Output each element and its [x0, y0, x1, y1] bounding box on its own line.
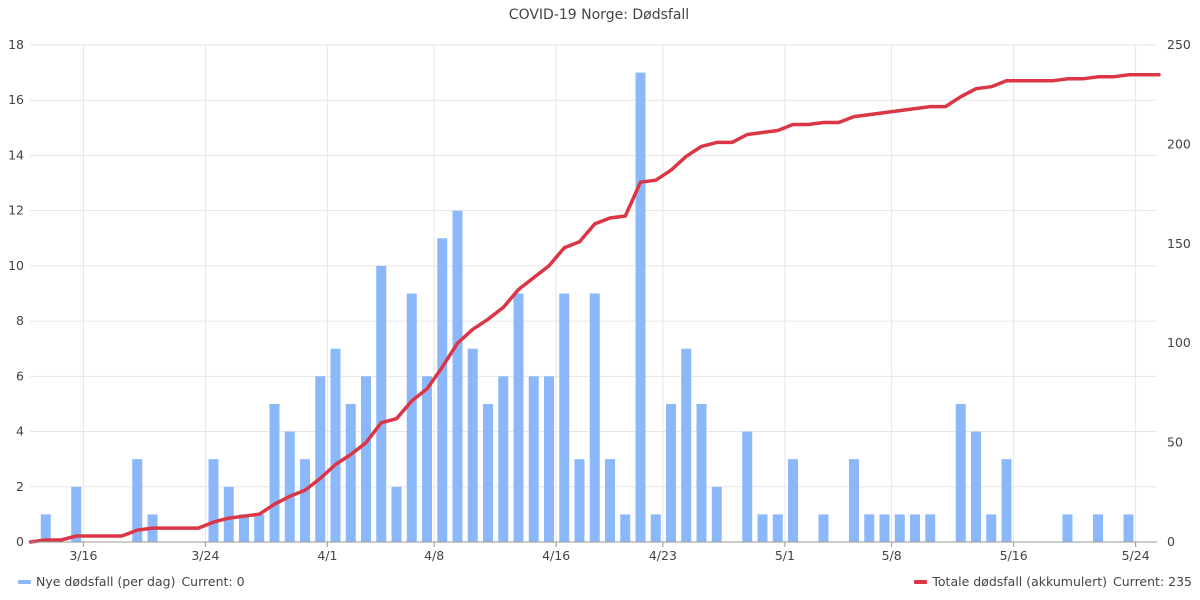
bar	[254, 514, 265, 542]
bar	[772, 514, 783, 542]
bar	[406, 293, 417, 542]
chart-title: COVID-19 Norge: Dødsfall	[509, 7, 689, 23]
bar	[483, 403, 493, 542]
bar	[635, 72, 646, 542]
y-left-tick-label: 2	[16, 479, 24, 494]
bar	[559, 293, 570, 542]
bar	[528, 376, 539, 542]
bar	[284, 431, 295, 542]
bar	[1001, 459, 1012, 542]
bar	[223, 486, 234, 542]
bar	[925, 514, 936, 542]
bar	[742, 431, 753, 542]
bar	[849, 459, 859, 542]
x-tick-label: 5/8	[882, 548, 902, 563]
y-right-tick-label: 100	[1167, 335, 1191, 350]
bar	[1093, 514, 1103, 542]
bar	[391, 486, 402, 542]
bar	[971, 431, 981, 542]
bar	[879, 514, 890, 542]
bar	[467, 348, 478, 542]
bar	[864, 514, 875, 542]
y-left-tick-label: 6	[16, 368, 24, 383]
y-right-tick-label: 150	[1167, 236, 1191, 251]
x-tick-label: 4/23	[649, 548, 677, 563]
bar	[376, 265, 387, 542]
y-left-tick-label: 8	[16, 313, 24, 328]
bar	[757, 514, 768, 542]
x-tick-label: 4/8	[424, 548, 444, 563]
bar	[452, 210, 463, 542]
x-tick-label: 3/24	[191, 548, 219, 563]
bar	[437, 238, 448, 542]
legend-line-label: Totale dødsfall (akkumulert)	[932, 574, 1107, 589]
legend-line-current: Current: 235	[1113, 574, 1192, 589]
bar	[666, 403, 676, 542]
bar	[955, 403, 966, 542]
bar	[422, 376, 432, 542]
bar	[40, 514, 51, 542]
bar	[1062, 514, 1073, 542]
y-left-tick-label: 12	[8, 203, 24, 218]
x-tick-label: 4/1	[317, 548, 337, 563]
y-left-tick-label: 16	[8, 92, 24, 107]
bar	[696, 403, 707, 542]
y-left-tick-label: 18	[8, 37, 24, 52]
x-tick-label: 5/24	[1122, 548, 1150, 563]
axis-layer: 0 2 4 6 8 10 12 14 16 18 0 50 100 150 200 250 3/16 3/24 4/…	[8, 37, 1191, 563]
legend-bars-label: Nye dødsfall (per dag)	[36, 574, 176, 589]
x-tick-label: 3/16	[69, 548, 97, 563]
legend-line-swatch	[914, 579, 928, 584]
bar	[910, 514, 920, 542]
bar	[132, 459, 143, 542]
bar	[605, 459, 615, 542]
y-right-tick-label: 250	[1167, 37, 1191, 52]
bar	[345, 403, 356, 542]
bar	[361, 376, 371, 542]
bar	[1123, 514, 1134, 542]
bar	[208, 459, 219, 542]
x-tick-label: 5/16	[1000, 548, 1028, 563]
bar	[544, 376, 554, 542]
bar	[711, 486, 722, 542]
y-left-tick-label: 10	[8, 258, 24, 273]
bars-layer	[40, 72, 1134, 542]
x-tick-label: 4/16	[542, 548, 570, 563]
y-right-tick-label: 0	[1167, 534, 1175, 549]
bar	[574, 459, 585, 542]
legend-line[interactable]: Totale dødsfall (akkumulert) Current: 23…	[914, 574, 1192, 589]
y-left-tick-label: 14	[8, 147, 24, 162]
bar	[650, 514, 661, 542]
line-layer	[28, 73, 1161, 544]
y-left-tick-label: 4	[16, 424, 24, 439]
bar	[681, 348, 692, 542]
line-series-cumulative	[28, 73, 1161, 544]
y-right-tick-label: 200	[1167, 136, 1191, 151]
bar	[269, 403, 280, 542]
x-tick-label: 5/1	[775, 548, 795, 563]
bar	[788, 459, 798, 542]
bar	[894, 514, 905, 542]
bar	[71, 486, 82, 542]
bar	[315, 376, 326, 542]
y-right-tick-label: 50	[1167, 435, 1183, 450]
legend-bars-current: Current: 0	[181, 574, 245, 589]
y-left-tick-label: 0	[16, 534, 24, 549]
bar	[818, 514, 829, 542]
bar	[620, 514, 631, 542]
bar	[589, 293, 600, 542]
bar	[513, 293, 524, 542]
legend-bars[interactable]: Nye dødsfall (per dag) Current: 0	[18, 574, 245, 589]
bar	[986, 514, 997, 542]
bar	[239, 514, 249, 542]
legend-bars-swatch	[18, 579, 31, 584]
bar	[498, 376, 509, 542]
bar	[330, 348, 341, 542]
bar	[300, 459, 310, 542]
